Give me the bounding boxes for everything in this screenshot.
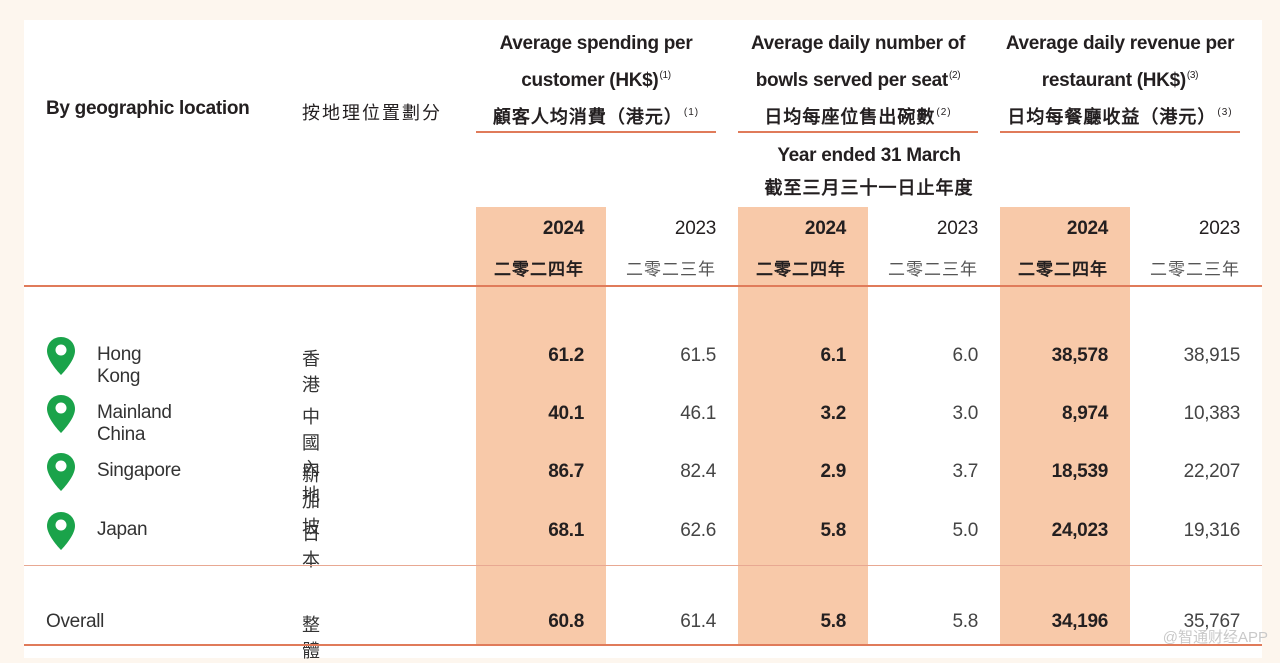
header-group-spending-zh: 顧客人均消費（港元） [492, 107, 683, 127]
cell-spending-2024: 61.2 [548, 345, 584, 366]
row-location-zh: 香港 [302, 349, 324, 395]
header-location-zh: 按地理位置劃分 [302, 103, 442, 123]
cell-bowls-2023: 3.7 [952, 461, 978, 482]
location-pin-icon [47, 337, 75, 375]
header-group-bowls-en1: Average daily number of [750, 33, 966, 54]
overall-top-rule [24, 565, 1262, 566]
header-rule-revenue [1000, 131, 1240, 133]
cell-bowls-2024: 6.1 [820, 345, 846, 366]
overall-label-zh: 整體 [302, 615, 324, 661]
cell-revenue-2024: 24,023 [1051, 520, 1109, 541]
year-header-revenue-2024-zh: 二零二四年 [1018, 260, 1108, 279]
cell-spending-2023: 82.4 [680, 461, 716, 482]
row-location-zh: 中國內地 [302, 407, 324, 505]
year-header-bowls-2023: 2023 [936, 218, 978, 239]
row-location-zh: 新加坡 [302, 465, 324, 537]
highlight-col-bowls-2024 [738, 207, 868, 645]
cell-spending-2023: 46.1 [680, 403, 716, 424]
header-group-revenue-zh: 日均每餐廳收益（港元） [1007, 107, 1217, 127]
header-group-revenue-en2: restaurant (HK$) [1041, 70, 1186, 91]
row-location-en: Hong Kong [97, 344, 142, 387]
cell-bowls-2023: 5.0 [952, 520, 978, 541]
header-group-revenue-en1: Average daily revenue per [1005, 33, 1235, 54]
year-header-revenue-2024: 2024 [1066, 218, 1108, 239]
location-pin-icon [47, 453, 75, 491]
cell-revenue-2023: 19,316 [1183, 520, 1241, 541]
cell-spending-2024: 86.7 [548, 461, 584, 482]
cell-bowls-2023: 6.0 [952, 345, 978, 366]
cell-revenue-2024: 8,974 [1061, 403, 1108, 424]
footnote-ref: (1) [683, 107, 700, 118]
cell-spending-2024: 68.1 [548, 520, 584, 541]
cell-revenue-2024: 34,196 [1051, 611, 1109, 632]
header-group-revenue: Average daily revenue per restaurant (HK… [1000, 28, 1240, 133]
cell-bowls-2024: 2.9 [820, 461, 846, 482]
header-rule-spending [476, 131, 716, 133]
cell-revenue-2023: 22,207 [1183, 461, 1241, 482]
cell-revenue-2024: 38,578 [1051, 345, 1109, 366]
cell-spending-2024: 40.1 [548, 403, 584, 424]
period-label-zh: 截至三月三十一日止年度 [764, 178, 974, 198]
highlight-col-spending-2024 [476, 207, 606, 645]
year-header-revenue-2023-zh: 二零二三年 [1150, 260, 1240, 279]
cell-bowls-2024: 5.8 [820, 520, 846, 541]
cell-spending-2024: 60.8 [548, 611, 584, 632]
year-header-spending-2023-zh: 二零二三年 [626, 260, 716, 279]
period-label-en: Year ended 31 March [777, 145, 961, 166]
header-rule-bowls [738, 131, 978, 133]
row-location-en: Japan [97, 519, 148, 540]
cell-revenue-2023: 10,383 [1183, 403, 1241, 424]
year-header-revenue-2023: 2023 [1198, 218, 1240, 239]
location-pin-icon [47, 395, 75, 433]
location-pin-icon [47, 512, 75, 550]
year-header-bowls-2024: 2024 [804, 218, 846, 239]
header-group-spending-en2: customer (HK$) [521, 70, 659, 91]
watermark: @智通财经APP [1162, 629, 1268, 646]
year-header-bowls-2024-zh: 二零二四年 [756, 260, 846, 279]
header-group-bowls-en2: bowls served per seat [755, 70, 949, 91]
header-group-spending-en1: Average spending per [499, 33, 693, 54]
cell-spending-2023: 61.5 [680, 345, 716, 366]
cell-spending-2023: 61.4 [680, 611, 716, 632]
header-bottom-rule [24, 285, 1262, 287]
cell-revenue-2023: 38,915 [1183, 345, 1241, 366]
year-header-spending-2024-zh: 二零二四年 [494, 260, 584, 279]
header-group-bowls-zh: 日均每座位售出碗數 [764, 107, 936, 127]
cell-bowls-2023: 3.0 [952, 403, 978, 424]
footnote-ref: (1) [659, 70, 671, 81]
cell-revenue-2023: 35,767 [1183, 611, 1241, 632]
table-bottom-rule [24, 644, 1262, 646]
footnote-ref: (3) [1217, 107, 1233, 118]
cell-bowls-2024: 5.8 [820, 611, 846, 632]
highlight-col-revenue-2024 [1000, 207, 1130, 645]
footnote-ref: (2) [936, 107, 952, 118]
header-location-en: By geographic location [46, 98, 250, 119]
header-group-spending: Average spending per customer (HK$)(1) 顧… [476, 28, 716, 133]
overall-label-en: Overall [46, 611, 105, 632]
year-header-spending-2024: 2024 [542, 218, 584, 239]
year-header-spending-2023: 2023 [674, 218, 716, 239]
cell-revenue-2024: 18,539 [1051, 461, 1109, 482]
footnote-ref: (3) [1186, 70, 1199, 81]
footnote-ref: (2) [948, 70, 961, 81]
cell-bowls-2023: 5.8 [952, 611, 978, 632]
row-location-en: Singapore [97, 460, 181, 481]
cell-spending-2023: 62.6 [680, 520, 716, 541]
header-group-bowls: Average daily number of bowls served per… [738, 28, 978, 133]
year-header-bowls-2023-zh: 二零二三年 [888, 260, 978, 279]
cell-bowls-2024: 3.2 [820, 403, 846, 424]
row-location-en: Mainland China [97, 402, 172, 445]
